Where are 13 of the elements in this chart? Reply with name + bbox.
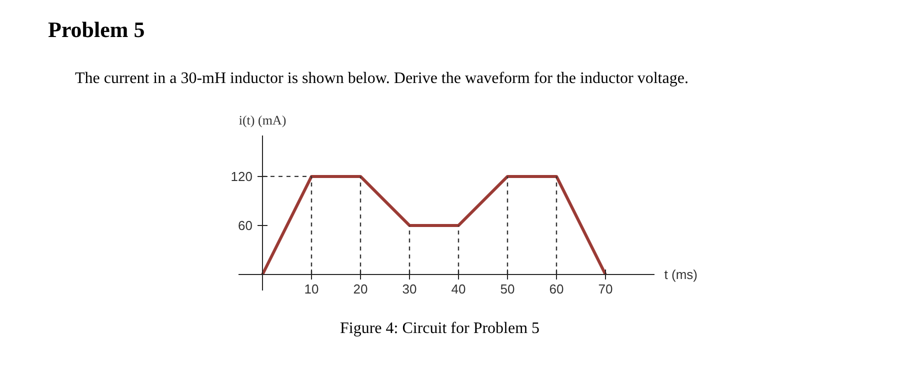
x-tick-label: 40	[451, 282, 466, 296]
y-axis-title: i(t) (mA)	[238, 112, 286, 128]
chart-subtitle: The current in a 30-mH inductor is shown below. Derive the waveform for the inductor voltage.	[75, 69, 688, 89]
x-tick-label: 10	[304, 282, 319, 296]
caption: Figure 4: Circuit for Problem 5	[340, 319, 540, 339]
y-tick-label: 120	[230, 168, 253, 184]
chart-title: Problem 5	[48, 16, 145, 44]
x-tick-label: 60	[549, 282, 564, 296]
x-tick-label: 50	[500, 282, 515, 296]
x-axis-title: t (ms)	[664, 267, 698, 282]
x-tick-label: 30	[402, 282, 417, 296]
x-tick-label: 20	[353, 282, 368, 296]
x-tick-label: 70	[598, 282, 613, 296]
